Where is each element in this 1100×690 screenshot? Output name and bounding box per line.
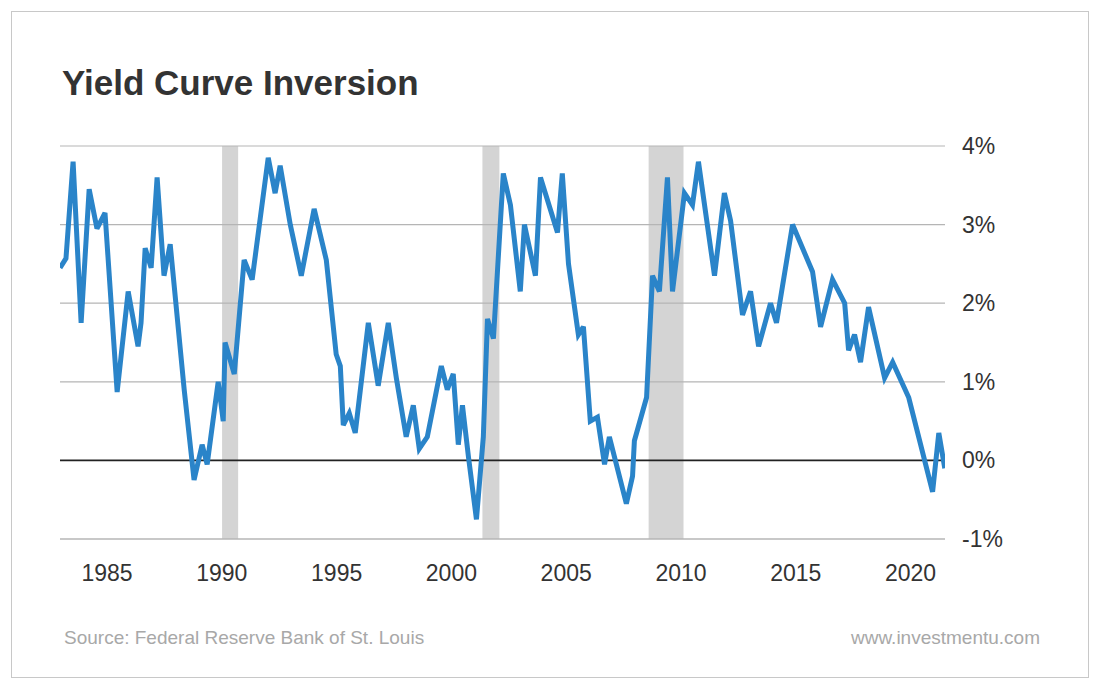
x-tick-label: 2005 [541, 560, 592, 586]
grid-line [60, 538, 945, 539]
x-tick-label: 2000 [426, 560, 477, 586]
recession-bands [222, 146, 683, 539]
chart-svg: -1% 0% 1% 2% 3% 4% 1985 1990 1995 2000 2005 2010 201… [0, 0, 1100, 690]
frame [12, 12, 1089, 678]
background [0, 0, 1100, 690]
y-tick-label: 4% [962, 133, 995, 159]
y-tick-label: 2% [962, 290, 995, 316]
x-tick-label: 1990 [196, 560, 247, 586]
line-group [60, 158, 945, 520]
x-tick-label: 2010 [655, 560, 706, 586]
yield-spread-line [60, 158, 945, 520]
x-axis-line [60, 538, 945, 539]
source: Source: Federal Reserve Bank of St. Loui… [64, 627, 424, 648]
y-tick-label: 3% [962, 212, 995, 238]
x-tick-label: 2020 [885, 560, 936, 586]
title: Yield Curve Inversion [62, 63, 419, 102]
y-tick-label: -1% [962, 526, 1003, 552]
chart-container: -1% 0% 1% 2% 3% 4% 1985 1990 1995 2000 2005 2010 201… [0, 0, 1100, 690]
grid-line [60, 381, 945, 382]
grid-line [60, 145, 945, 146]
x-tick-label: 1985 [81, 560, 132, 586]
x-tick-label: 1995 [311, 560, 362, 586]
credit: www.investmentu.com [850, 627, 1040, 648]
y-tick-label: 1% [962, 369, 995, 395]
grid-line [60, 303, 945, 304]
x-tick-label: 2015 [770, 560, 821, 586]
y-tick-label: 0% [962, 447, 995, 473]
